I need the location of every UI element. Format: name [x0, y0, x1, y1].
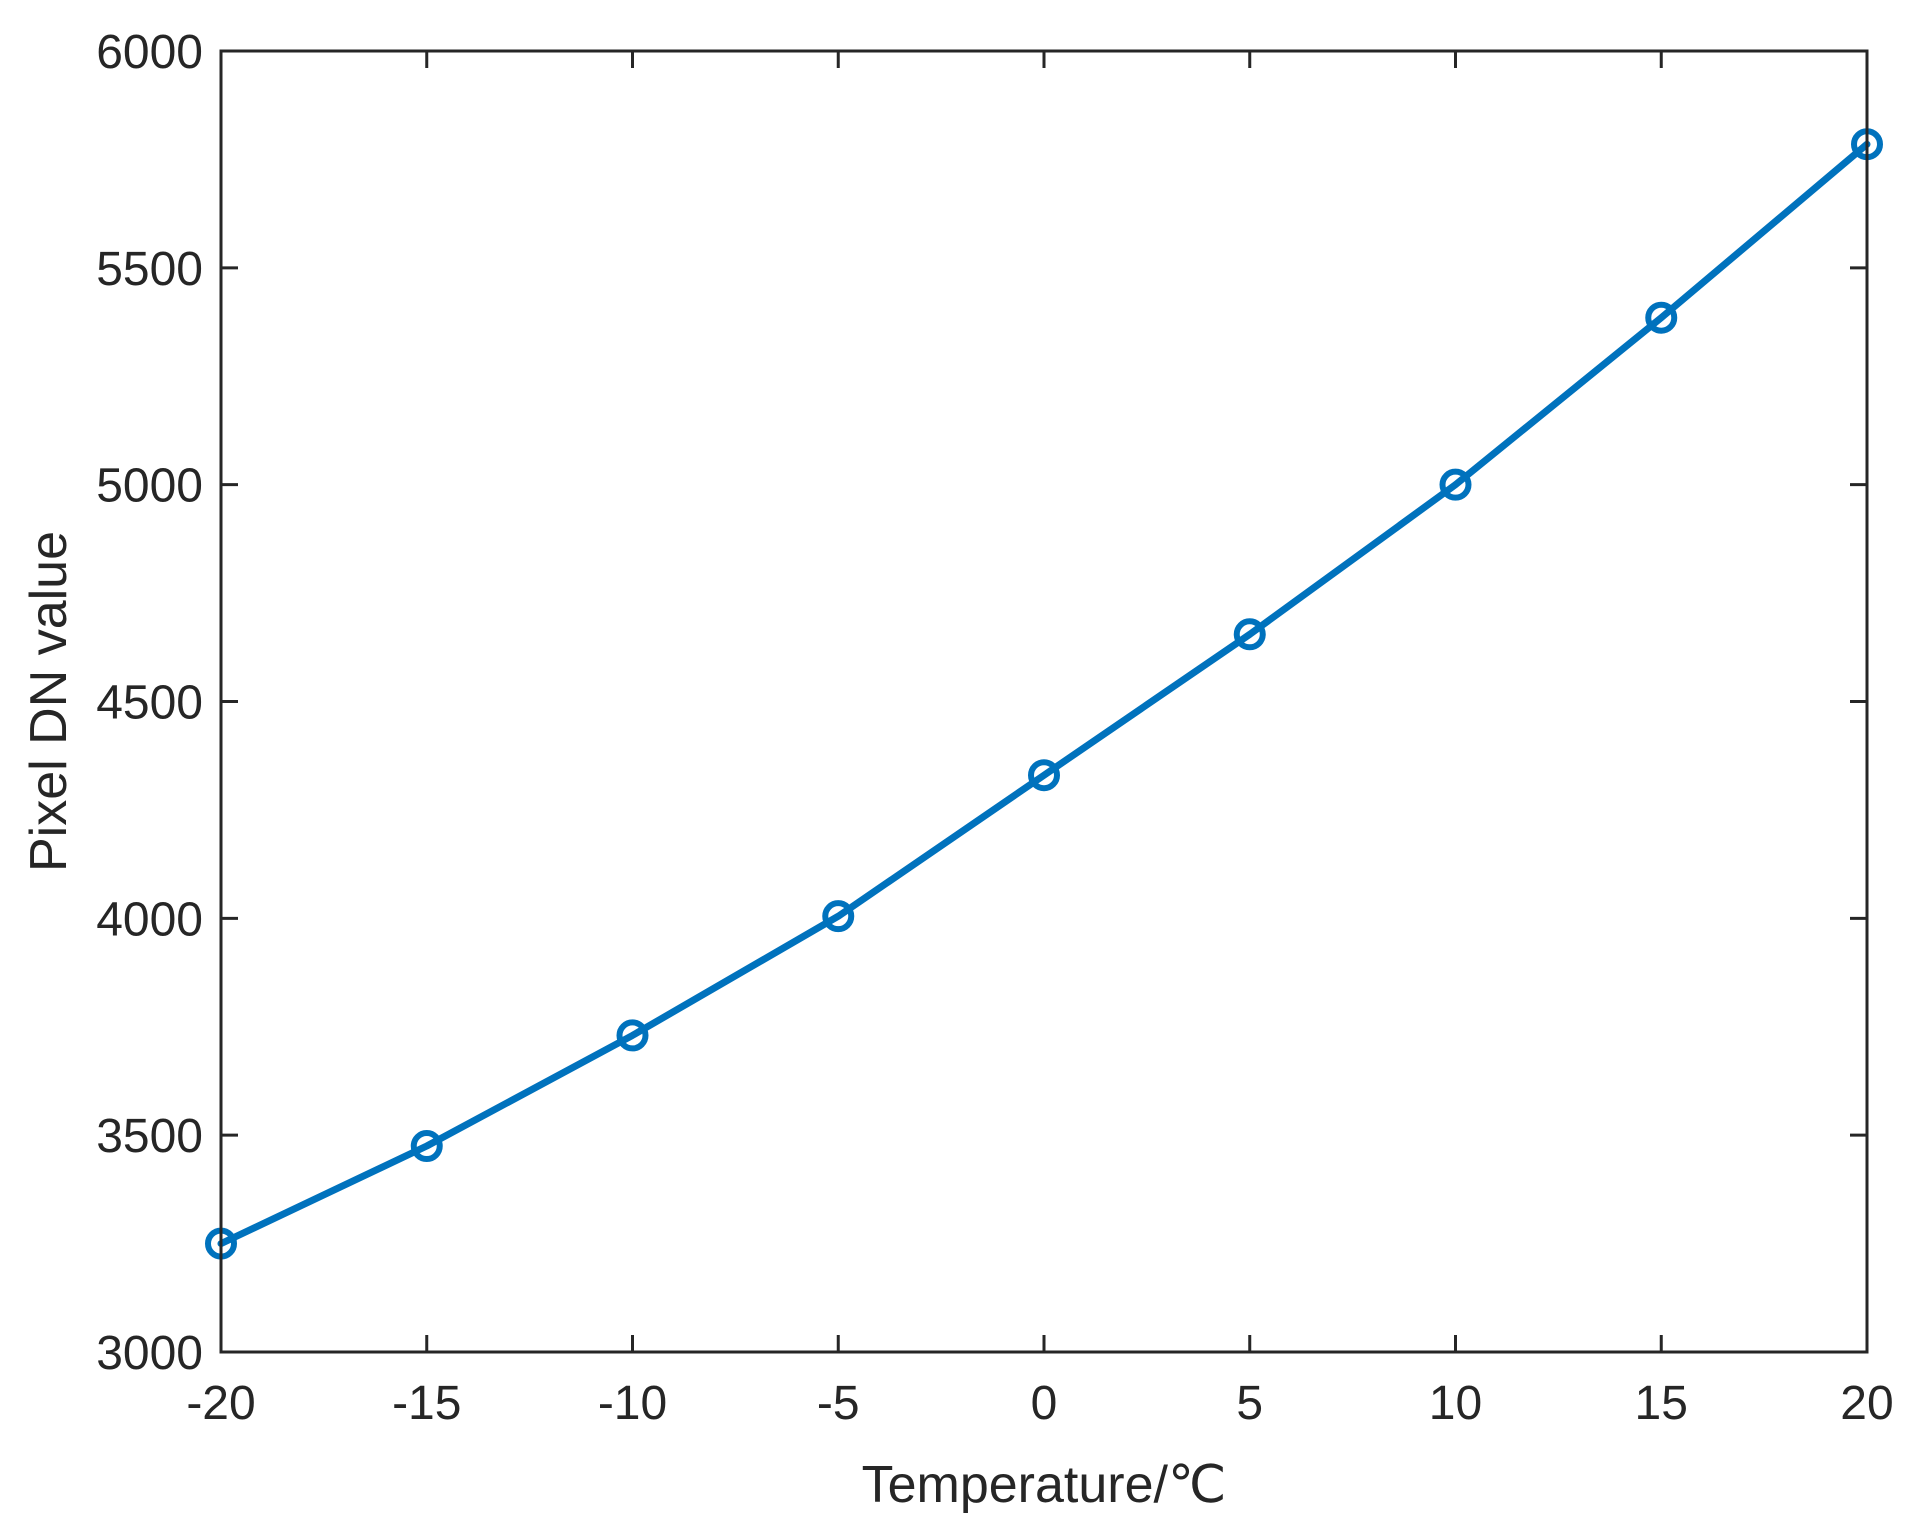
- x-tick-label: 20: [1840, 1377, 1893, 1430]
- y-tick-label: 5500: [96, 243, 203, 296]
- x-axis-title: Temperature/℃: [862, 1456, 1227, 1514]
- series-line: [217, 140, 1871, 1248]
- plot-area-frame: [219, 49, 1869, 1354]
- data-point-marker: [1028, 759, 1060, 792]
- axis-ticks: -20 -15 -10 -5 0 5 10 15 20 3000 3500 4000 4500 5000 5…: [96, 26, 1893, 1430]
- data-series: [205, 128, 1883, 1260]
- x-tick-label: -15: [392, 1377, 461, 1430]
- x-tick-label: -5: [817, 1377, 860, 1430]
- x-tick-label: 5: [1236, 1377, 1263, 1430]
- data-point-marker: [1645, 301, 1678, 334]
- data-point-marker: [822, 900, 855, 933]
- y-tick-label: 5000: [96, 460, 203, 513]
- data-point-marker: [410, 1130, 443, 1163]
- x-tick-label: 10: [1429, 1377, 1482, 1430]
- y-tick-label: 4000: [96, 893, 203, 946]
- x-tick-label: -20: [186, 1377, 255, 1430]
- y-tick-label: 3000: [96, 1327, 203, 1380]
- y-tick-label: 4500: [96, 677, 203, 730]
- y-axis-title: Pixel DN value: [20, 531, 78, 872]
- data-point-marker: [616, 1019, 649, 1052]
- y-tick-label: 6000: [96, 26, 203, 79]
- y-tick-label: 3500: [96, 1110, 203, 1163]
- x-tick-label: 0: [1031, 1377, 1058, 1430]
- x-tick-label: -10: [598, 1377, 667, 1430]
- x-tick-label: 15: [1635, 1377, 1688, 1430]
- data-point-marker: [1439, 468, 1472, 501]
- data-point-marker: [1233, 618, 1266, 651]
